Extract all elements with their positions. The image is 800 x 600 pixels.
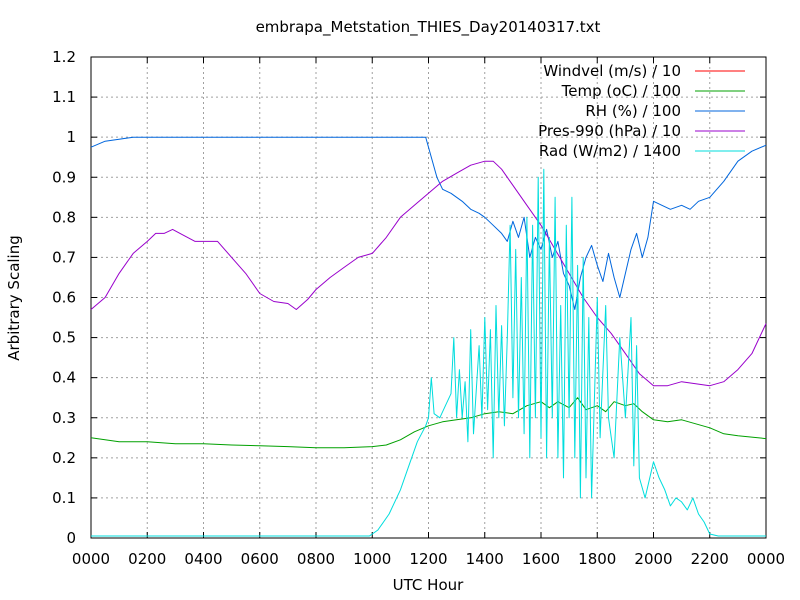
- x-axis-label: UTC Hour: [393, 576, 464, 594]
- x-tick-label: 0800: [297, 550, 335, 568]
- x-tick-label: 1200: [409, 550, 447, 568]
- y-tick-label: 0.3: [52, 409, 76, 427]
- series-line-3: [90, 160, 767, 387]
- legend-label: Pres-990 (hPa) / 10: [538, 122, 681, 140]
- y-tick-label: 0.5: [52, 329, 76, 347]
- y-tick-label: 0.7: [52, 248, 76, 266]
- x-tick-label: 1600: [522, 550, 560, 568]
- legend-label: Windvel (m/s) / 10: [543, 62, 681, 80]
- series-line-4: [91, 168, 766, 537]
- y-tick-label: 0.8: [52, 208, 76, 226]
- x-tick-label: 1400: [466, 550, 504, 568]
- x-tick-label: 2000: [634, 550, 672, 568]
- x-tick-label: 2200: [691, 550, 729, 568]
- x-tick-label: 0000: [747, 550, 785, 568]
- axis-ticks: 0 0.1 0.2 0.3 0.4 0.5 0.6 0.7 0.8 0.9 1 1.1 1.2 0000 0…: [52, 48, 785, 568]
- y-tick-label: 0.2: [52, 449, 76, 467]
- series-layer: [90, 136, 767, 537]
- y-tick-label: 0.1: [52, 489, 76, 507]
- legend-label: Rad (W/m2) / 1400: [539, 142, 681, 160]
- y-tick-label: 1: [66, 128, 76, 146]
- y-tick-label: 0.4: [52, 369, 76, 387]
- y-axis-label: Arbitrary Scaling: [5, 235, 23, 361]
- x-tick-label: 1000: [353, 550, 391, 568]
- y-tick-label: 1.1: [52, 88, 76, 106]
- x-tick-label: 0400: [184, 550, 222, 568]
- series-line-1: [90, 397, 767, 449]
- legend-label: RH (%) / 100: [585, 102, 681, 120]
- y-tick-label: 0.9: [52, 168, 76, 186]
- x-tick-label: 0200: [128, 550, 166, 568]
- legend: Windvel (m/s) / 10 Temp (oC) / 100 RH (%) …: [538, 62, 745, 160]
- legend-label: Temp (oC) / 100: [561, 82, 681, 100]
- y-tick-label: 0.6: [52, 289, 76, 307]
- y-tick-label: 0: [66, 529, 76, 547]
- x-tick-label: 0000: [72, 550, 110, 568]
- chart-title: embrapa_Metstation_THIES_Day20140317.txt: [256, 18, 601, 37]
- x-tick-label: 0600: [241, 550, 279, 568]
- x-tick-label: 1800: [578, 550, 616, 568]
- y-tick-label: 1.2: [52, 48, 76, 66]
